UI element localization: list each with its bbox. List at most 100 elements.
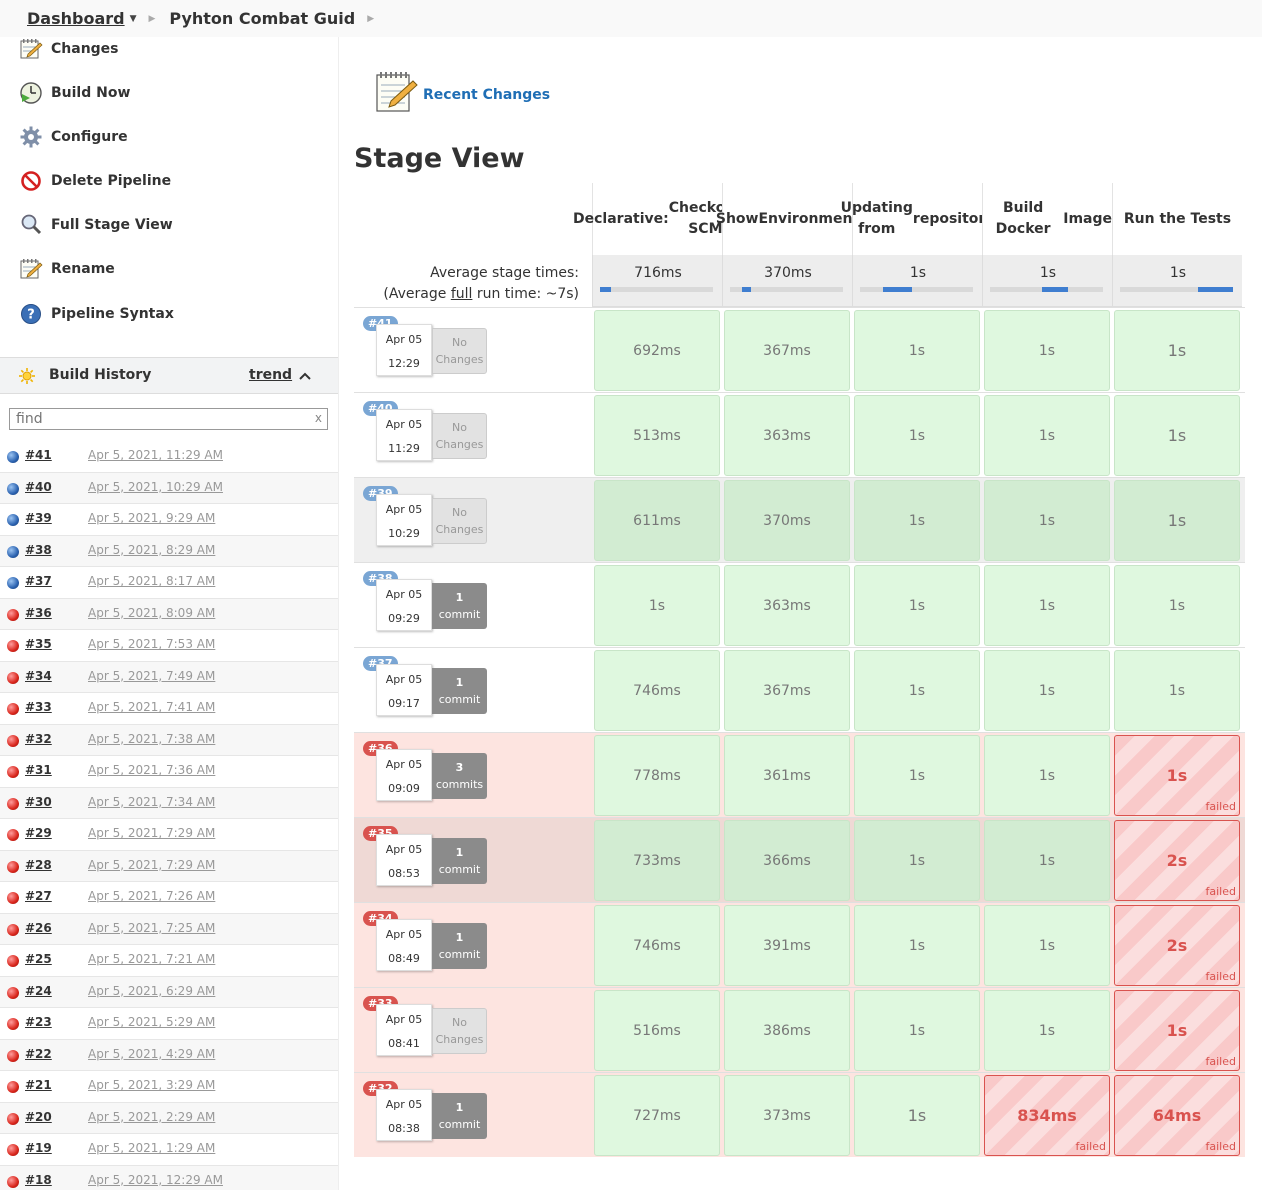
run-changes[interactable]: 3 commits bbox=[432, 753, 487, 799]
trend-link[interactable]: trend bbox=[249, 367, 293, 383]
stage-cell[interactable]: 733ms bbox=[594, 820, 720, 901]
stage-cell[interactable]: 746ms bbox=[594, 650, 720, 731]
build-number-link[interactable]: #21 bbox=[25, 1078, 52, 1092]
build-number-link[interactable]: #23 bbox=[25, 1015, 52, 1029]
build-date-link[interactable]: Apr 5, 2021, 5:29 AM bbox=[88, 1015, 216, 1029]
build-date-link[interactable]: Apr 5, 2021, 3:29 AM bbox=[88, 1078, 216, 1092]
stage-cell[interactable]: 2s failed bbox=[1114, 820, 1240, 901]
build-number-link[interactable]: #20 bbox=[25, 1109, 52, 1124]
build-number-link[interactable]: #36 bbox=[25, 605, 52, 620]
stage-cell[interactable]: 361ms bbox=[724, 735, 850, 816]
stage-cell[interactable]: 1s bbox=[1114, 480, 1240, 561]
build-date-link[interactable]: Apr 5, 2021, 7:38 AM bbox=[88, 731, 216, 746]
stage-cell[interactable]: 373ms bbox=[724, 1075, 850, 1156]
stage-cell[interactable]: 516ms bbox=[594, 990, 720, 1071]
build-number-link[interactable]: #31 bbox=[25, 763, 52, 777]
build-date-link[interactable]: Apr 5, 2021, 7:21 AM bbox=[88, 952, 216, 966]
find-input[interactable] bbox=[10, 409, 300, 429]
build-number-link[interactable]: #28 bbox=[25, 857, 52, 872]
build-number-link[interactable]: #38 bbox=[25, 542, 52, 557]
run-changes[interactable]: 1 commit bbox=[432, 1093, 487, 1139]
build-number-link[interactable]: #37 bbox=[25, 574, 52, 588]
stage-cell[interactable]: 834ms failed bbox=[984, 1075, 1110, 1156]
stage-cell[interactable]: 1s bbox=[984, 735, 1110, 816]
task-full-stage-view[interactable]: Full Stage View bbox=[18, 213, 173, 237]
stage-cell[interactable]: 1s failed bbox=[1114, 735, 1240, 816]
build-date-link[interactable]: Apr 5, 2021, 7:41 AM bbox=[88, 700, 216, 714]
build-date-link[interactable]: Apr 5, 2021, 1:29 AM bbox=[88, 1141, 216, 1155]
stage-cell[interactable]: 1s bbox=[984, 820, 1110, 901]
stage-cell[interactable]: 1s bbox=[854, 1075, 980, 1156]
build-date-link[interactable]: Apr 5, 2021, 11:29 AM bbox=[88, 448, 223, 462]
stage-cell[interactable]: 64ms failed bbox=[1114, 1075, 1240, 1156]
stage-cell[interactable]: 778ms bbox=[594, 735, 720, 816]
build-number-link[interactable]: #29 bbox=[25, 826, 52, 840]
build-number-link[interactable]: #25 bbox=[25, 952, 52, 966]
stage-cell[interactable]: 386ms bbox=[724, 990, 850, 1071]
build-number-link[interactable]: #40 bbox=[25, 479, 52, 494]
stage-cell[interactable]: 363ms bbox=[724, 565, 850, 646]
build-number-link[interactable]: #41 bbox=[25, 448, 52, 462]
stage-cell[interactable]: 1s failed bbox=[1114, 990, 1240, 1071]
build-number-link[interactable]: #32 bbox=[25, 731, 52, 746]
stage-cell[interactable]: 1s bbox=[1114, 310, 1240, 391]
stage-cell[interactable]: 1s bbox=[1114, 395, 1240, 476]
build-number-link[interactable]: #24 bbox=[25, 983, 52, 998]
build-date-link[interactable]: Apr 5, 2021, 7:25 AM bbox=[88, 920, 216, 935]
run-changes[interactable]: 1 commit bbox=[432, 923, 487, 969]
stage-cell[interactable]: 367ms bbox=[724, 310, 850, 391]
task-delete-pipeline[interactable]: Delete Pipeline bbox=[18, 169, 171, 193]
build-date-link[interactable]: Apr 5, 2021, 7:29 AM bbox=[88, 826, 216, 840]
stage-cell[interactable]: 1s bbox=[854, 650, 980, 731]
build-number-link[interactable]: #39 bbox=[25, 511, 52, 525]
build-number-link[interactable]: #35 bbox=[25, 637, 52, 651]
stage-cell[interactable]: 1s bbox=[984, 565, 1110, 646]
stage-cell[interactable]: 1s bbox=[594, 565, 720, 646]
build-date-link[interactable]: Apr 5, 2021, 7:49 AM bbox=[88, 668, 216, 683]
stage-cell[interactable]: 1s bbox=[854, 310, 980, 391]
run-changes[interactable]: 1 commit bbox=[432, 668, 487, 714]
stage-cell[interactable]: 1s bbox=[854, 565, 980, 646]
build-number-link[interactable]: #30 bbox=[25, 794, 52, 809]
task-changes[interactable]: Changes bbox=[18, 37, 119, 61]
task-build-now[interactable]: Build Now bbox=[18, 81, 130, 105]
stage-cell[interactable]: 1s bbox=[984, 480, 1110, 561]
build-number-link[interactable]: #33 bbox=[25, 700, 52, 714]
build-date-link[interactable]: Apr 5, 2021, 4:29 AM bbox=[88, 1046, 216, 1061]
stage-cell[interactable]: 1s bbox=[854, 735, 980, 816]
stage-cell[interactable]: 692ms bbox=[594, 310, 720, 391]
build-date-link[interactable]: Apr 5, 2021, 7:26 AM bbox=[88, 889, 216, 903]
stage-cell[interactable]: 1s bbox=[854, 480, 980, 561]
stage-cell[interactable]: 1s bbox=[854, 395, 980, 476]
task-rename[interactable]: Rename bbox=[18, 257, 115, 281]
stage-cell[interactable]: 513ms bbox=[594, 395, 720, 476]
build-date-link[interactable]: Apr 5, 2021, 7:29 AM bbox=[88, 857, 216, 872]
stage-cell[interactable]: 1s bbox=[984, 990, 1110, 1071]
build-number-link[interactable]: #27 bbox=[25, 889, 52, 903]
task-configure[interactable]: Configure bbox=[18, 125, 128, 149]
run-changes[interactable]: 1 commit bbox=[432, 838, 487, 884]
build-date-link[interactable]: Apr 5, 2021, 7:34 AM bbox=[88, 794, 216, 809]
breadcrumb-dashboard-link[interactable]: Dashboard bbox=[27, 9, 125, 28]
stage-cell[interactable]: 391ms bbox=[724, 905, 850, 986]
clear-icon[interactable]: x bbox=[314, 411, 322, 425]
recent-changes[interactable]: Recent Changes bbox=[373, 69, 550, 115]
stage-cell[interactable]: 367ms bbox=[724, 650, 850, 731]
build-date-link[interactable]: Apr 5, 2021, 9:29 AM bbox=[88, 511, 216, 525]
stage-cell[interactable]: 1s bbox=[984, 650, 1110, 731]
task-pipeline-syntax[interactable]: ? Pipeline Syntax bbox=[18, 302, 174, 326]
stage-cell[interactable]: 1s bbox=[854, 820, 980, 901]
stage-cell[interactable]: 1s bbox=[1114, 565, 1240, 646]
build-date-link[interactable]: Apr 5, 2021, 8:17 AM bbox=[88, 574, 216, 588]
chevron-down-icon[interactable]: ▼ bbox=[129, 13, 137, 24]
stage-cell[interactable]: 1s bbox=[854, 905, 980, 986]
build-number-link[interactable]: #18 bbox=[25, 1172, 52, 1187]
stage-cell[interactable]: 611ms bbox=[594, 480, 720, 561]
build-date-link[interactable]: Apr 5, 2021, 2:29 AM bbox=[88, 1109, 216, 1124]
build-date-link[interactable]: Apr 5, 2021, 10:29 AM bbox=[88, 479, 223, 494]
build-date-link[interactable]: Apr 5, 2021, 8:29 AM bbox=[88, 542, 216, 557]
stage-cell[interactable]: 727ms bbox=[594, 1075, 720, 1156]
build-date-link[interactable]: Apr 5, 2021, 6:29 AM bbox=[88, 983, 216, 998]
build-date-link[interactable]: Apr 5, 2021, 12:29 AM bbox=[88, 1172, 223, 1187]
build-number-link[interactable]: #19 bbox=[25, 1141, 52, 1155]
